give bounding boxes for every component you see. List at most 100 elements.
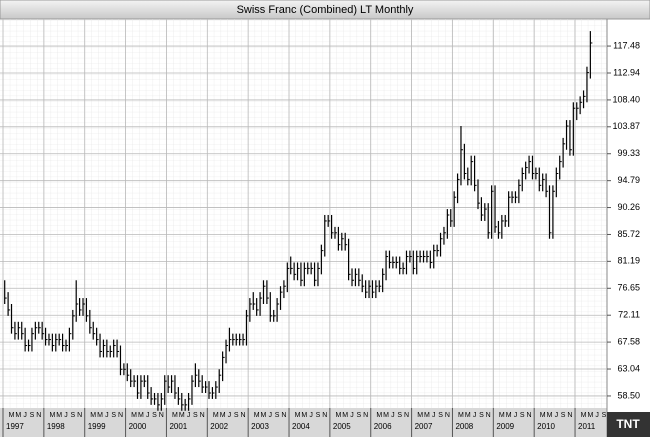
x-month-label: M (295, 412, 301, 419)
x-month-label: M (424, 412, 430, 419)
x-month-label: N (322, 412, 327, 419)
x-month-label: S (275, 412, 280, 419)
x-month-label: N (445, 412, 450, 419)
x-month-label: S (30, 412, 35, 419)
x-month-label: M (15, 412, 21, 419)
x-month-label: M (254, 412, 260, 419)
x-month-label: M (138, 412, 144, 419)
x-year-label: 2011 (578, 422, 596, 431)
x-month-label: S (193, 412, 198, 419)
chart-title: Swiss Franc (Combined) LT Monthly (237, 4, 414, 16)
x-year-label: 2008 (455, 422, 473, 431)
x-month-label: N (77, 412, 82, 419)
x-month-label: M (90, 412, 96, 419)
x-month-label: J (432, 412, 436, 419)
x-month-label: J (309, 412, 313, 419)
x-month-label: M (172, 412, 178, 419)
x-year-label: 2001 (169, 422, 187, 431)
y-tick-label: 94.79 (617, 175, 640, 185)
x-year-label: 2003 (251, 422, 269, 431)
x-month-label: J (269, 412, 273, 419)
x-month-label: M (547, 412, 553, 419)
x-month-label: M (97, 412, 103, 419)
x-month-label: J (23, 412, 27, 419)
x-month-label: M (213, 412, 219, 419)
y-tick-label: 117.48 (613, 40, 640, 50)
x-month-label: N (36, 412, 41, 419)
y-tick-label: 67.58 (617, 336, 640, 346)
y-tick-label: 76.65 (617, 283, 640, 293)
x-month-label: J (555, 412, 559, 419)
x-month-label: S (70, 412, 75, 419)
x-month-label: M (417, 412, 423, 419)
x-month-label: J (514, 412, 518, 419)
x-year-label: 2005 (333, 422, 351, 431)
x-month-label: J (64, 412, 68, 419)
x-month-label: J (146, 412, 150, 419)
x-month-label: M (540, 412, 546, 419)
x-month-label: M (261, 412, 267, 419)
x-month-label: N (363, 412, 368, 419)
x-month-label: N (159, 412, 164, 419)
x-year-label: 2010 (537, 422, 555, 431)
x-month-label: J (187, 412, 191, 419)
x-month-label: S (561, 412, 566, 419)
x-month-label: M (301, 412, 307, 419)
x-month-label: M (9, 412, 15, 419)
x-month-label: S (111, 412, 116, 419)
x-year-label: 2007 (415, 422, 433, 431)
x-month-label: S (479, 412, 484, 419)
x-month-label: M (458, 412, 464, 419)
y-tick-label: 63.04 (617, 363, 640, 373)
x-month-label: J (228, 412, 232, 419)
x-year-label: 2006 (374, 422, 392, 431)
plot-area (0, 19, 607, 408)
x-month-label: M (499, 412, 505, 419)
x-year-label: 2002 (210, 422, 228, 431)
x-month-label: M (506, 412, 512, 419)
x-year-label: 2004 (292, 422, 310, 431)
y-tick-label: 108.40 (612, 94, 640, 104)
x-axis-band (0, 408, 607, 437)
x-month-label: N (241, 412, 246, 419)
x-month-label: M (335, 412, 341, 419)
x-month-label: S (438, 412, 443, 419)
x-month-label: J (105, 412, 109, 419)
x-month-label: S (234, 412, 239, 419)
x-year-label: 2009 (496, 422, 514, 431)
x-month-label: J (350, 412, 354, 419)
x-month-label: N (281, 412, 286, 419)
x-month-label: M (56, 412, 62, 419)
x-month-label: M (581, 412, 587, 419)
y-tick-label: 81.19 (617, 256, 640, 266)
x-month-label: S (316, 412, 321, 419)
x-month-label: M (465, 412, 471, 419)
x-month-label: S (602, 412, 607, 419)
x-month-label: N (404, 412, 409, 419)
x-month-label: M (49, 412, 55, 419)
x-month-label: J (391, 412, 395, 419)
y-tick-label: 103.87 (612, 121, 640, 131)
x-month-label: N (527, 412, 532, 419)
y-tick-label: 99.33 (617, 148, 640, 158)
x-month-label: S (520, 412, 525, 419)
x-month-label: M (179, 412, 185, 419)
y-tick-label: 90.26 (617, 202, 640, 212)
x-month-label: S (356, 412, 361, 419)
x-month-label: N (486, 412, 491, 419)
x-month-label: J (595, 412, 599, 419)
y-tick-label: 72.11 (618, 310, 640, 320)
x-month-label: N (118, 412, 123, 419)
x-month-label: S (152, 412, 157, 419)
x-month-label: M (376, 412, 382, 419)
y-tick-label: 85.72 (617, 229, 640, 239)
x-month-label: S (397, 412, 402, 419)
x-year-label: 1998 (47, 422, 65, 431)
logo: TNT (616, 417, 640, 431)
y-tick-label: 58.50 (617, 390, 640, 400)
x-month-label: J (473, 412, 477, 419)
x-year-label: 2000 (129, 422, 147, 431)
x-month-label: M (342, 412, 348, 419)
x-month-label: M (383, 412, 389, 419)
